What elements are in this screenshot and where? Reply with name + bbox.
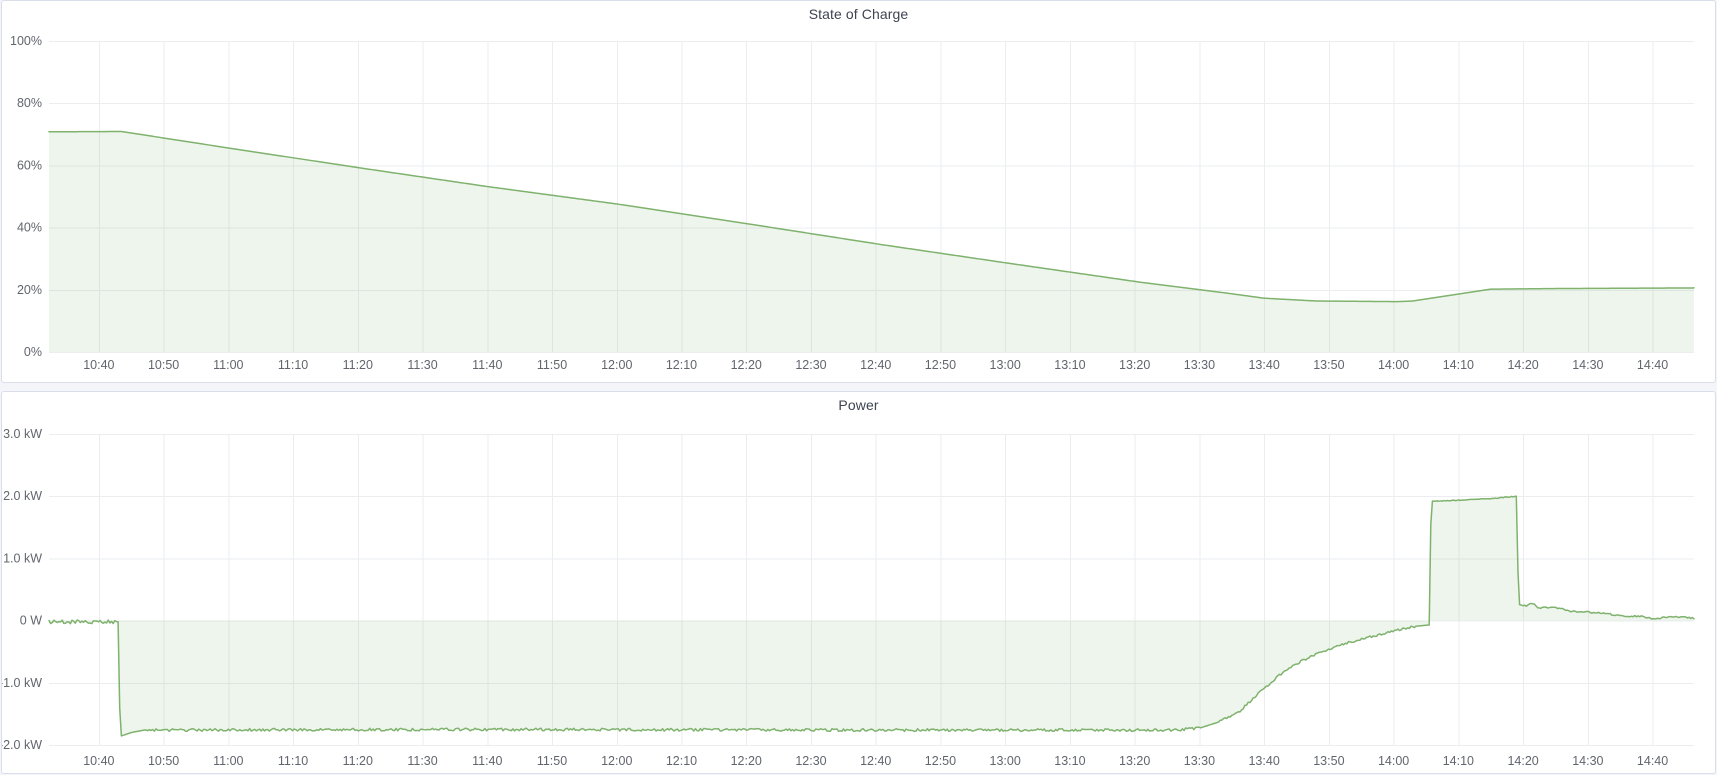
x-tick-label: 14:10 bbox=[1443, 358, 1474, 372]
x-tick-label: 14:40 bbox=[1637, 754, 1668, 768]
x-tick-label: 11:50 bbox=[537, 358, 567, 372]
x-tick-label: 11:00 bbox=[213, 754, 243, 768]
x-tick-label: 11:20 bbox=[343, 754, 373, 768]
x-tick-label: 12:00 bbox=[601, 358, 632, 372]
x-tick-label: 12:00 bbox=[601, 754, 632, 768]
x-tick-label: 10:50 bbox=[148, 358, 179, 372]
panel-title-state-of-charge[interactable]: State of Charge bbox=[808, 6, 909, 22]
x-tick-label: 14:20 bbox=[1507, 358, 1538, 372]
x-tick-label: 11:50 bbox=[537, 754, 567, 768]
x-tick-label: 11:20 bbox=[343, 358, 373, 372]
y-tick-label: 80% bbox=[17, 96, 42, 110]
x-tick-label: 14:00 bbox=[1378, 358, 1409, 372]
x-tick-label: 14:10 bbox=[1443, 754, 1474, 768]
x-tick-label: 11:10 bbox=[278, 754, 308, 768]
x-tick-label: 11:10 bbox=[278, 358, 308, 372]
y-tick-label: -2.0 kW bbox=[2, 738, 42, 752]
x-tick-label: 14:30 bbox=[1572, 358, 1603, 372]
x-tick-label: 12:50 bbox=[925, 358, 956, 372]
x-tick-label: 12:40 bbox=[860, 358, 891, 372]
y-tick-label: 1.0 kW bbox=[3, 551, 42, 565]
x-tick-label: 11:40 bbox=[472, 358, 502, 372]
x-tick-label: 13:00 bbox=[990, 754, 1021, 768]
x-tick-label: 11:40 bbox=[472, 754, 502, 768]
y-tick-label: 40% bbox=[17, 221, 42, 235]
x-tick-label: 13:00 bbox=[990, 358, 1021, 372]
x-tick-label: 11:00 bbox=[213, 358, 243, 372]
y-tick-label: 0 W bbox=[20, 614, 42, 628]
power-chart[interactable]: -2.0 kW -1.0 kW 0 W 1.0 kW 2.0 kW 3.0 kW 10:40… bbox=[2, 392, 1715, 773]
y-tick-label: 2.0 kW bbox=[3, 489, 42, 503]
x-tick-label: 14:20 bbox=[1507, 754, 1538, 768]
y-tick-label: -1.0 kW bbox=[2, 676, 42, 690]
x-tick-label: 12:20 bbox=[731, 358, 762, 372]
y-tick-label: 3.0 kW bbox=[3, 427, 42, 441]
x-tick-label: 10:50 bbox=[148, 754, 179, 768]
x-tick-label: 13:10 bbox=[1054, 358, 1085, 372]
x-tick-label: 13:40 bbox=[1248, 754, 1279, 768]
x-tick-label: 14:40 bbox=[1637, 358, 1668, 372]
panel-power: Power -2.0 kW -1.0 kW 0 W 1.0 kW 2.0 kW 3.0 k… bbox=[1, 391, 1716, 774]
x-tick-label: 12:40 bbox=[860, 754, 891, 768]
series-line bbox=[48, 495, 1695, 737]
x-tick-label: 12:30 bbox=[795, 358, 826, 372]
x-tick-label: 11:30 bbox=[407, 358, 437, 372]
x-tick-label: 12:50 bbox=[925, 754, 956, 768]
x-tick-label: 12:10 bbox=[666, 358, 697, 372]
x-tick-label: 13:50 bbox=[1313, 754, 1344, 768]
panel-title-power[interactable]: Power bbox=[838, 397, 879, 413]
state-of-charge-chart[interactable]: 0% 20% 40% 60% 80% 100% 10:40 10:50 11:00 11:10 11… bbox=[2, 1, 1715, 380]
x-tick-label: 11:30 bbox=[407, 754, 437, 768]
y-tick-label: 0% bbox=[24, 345, 42, 359]
x-tick-label: 10:40 bbox=[83, 754, 114, 768]
x-tick-label: 12:30 bbox=[795, 754, 826, 768]
x-tick-label: 13:20 bbox=[1119, 754, 1150, 768]
series-fill bbox=[49, 496, 1694, 736]
y-tick-label: 60% bbox=[17, 158, 42, 172]
y-tick-label: 100% bbox=[10, 34, 42, 48]
x-tick-label: 13:10 bbox=[1054, 754, 1085, 768]
x-tick-label: 13:30 bbox=[1184, 754, 1215, 768]
x-tick-label: 13:40 bbox=[1248, 358, 1279, 372]
panel-state-of-charge: State of Charge 0% 20% 40% 60% 80% 100% 10:40 1… bbox=[1, 0, 1716, 383]
x-tick-label: 14:30 bbox=[1572, 754, 1603, 768]
series-line bbox=[48, 130, 1695, 303]
x-tick-label: 13:50 bbox=[1313, 358, 1344, 372]
x-tick-label: 10:40 bbox=[83, 358, 114, 372]
y-tick-label: 20% bbox=[17, 283, 42, 297]
x-tick-label: 12:20 bbox=[731, 754, 762, 768]
x-tick-label: 13:30 bbox=[1184, 358, 1215, 372]
series-fill bbox=[49, 131, 1694, 352]
x-tick-label: 14:00 bbox=[1378, 754, 1409, 768]
x-tick-label: 13:20 bbox=[1119, 358, 1150, 372]
x-tick-label: 12:10 bbox=[666, 754, 697, 768]
